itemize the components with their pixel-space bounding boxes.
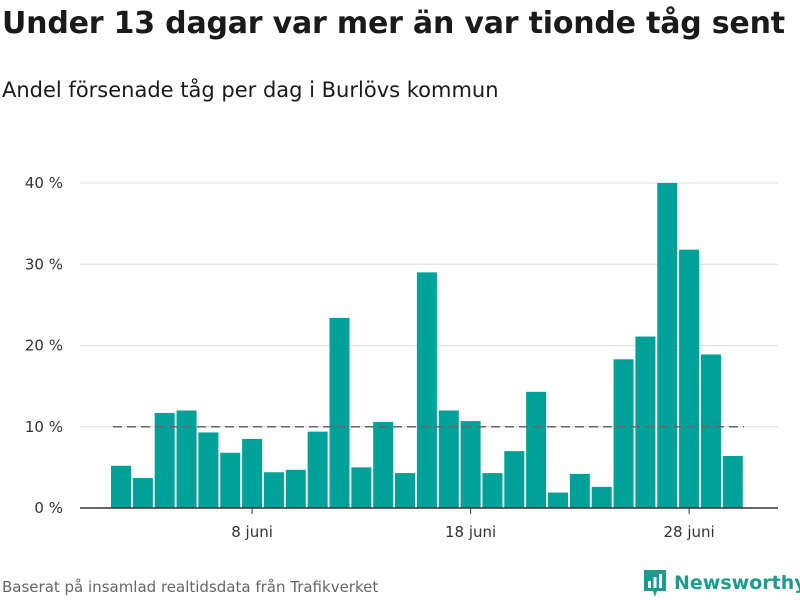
bar — [242, 438, 263, 508]
y-tick-label: 30 % — [25, 255, 63, 273]
bar — [438, 410, 459, 508]
chart-title: Under 13 dagar var mer än var tionde tåg… — [2, 6, 785, 41]
bar — [613, 359, 634, 508]
brand-name: Newsworthy — [674, 572, 800, 594]
bar — [373, 421, 394, 508]
bar — [460, 421, 481, 508]
bar — [351, 467, 372, 508]
bar — [329, 317, 350, 508]
chart-subtitle: Andel försenade tåg per dag i Burlövs ko… — [2, 78, 499, 102]
y-tick-label: 0 % — [34, 499, 63, 517]
bar — [132, 477, 153, 508]
source-note: Baserat på insamlad realtidsdata från Tr… — [2, 578, 379, 596]
bar — [198, 432, 219, 508]
bar — [526, 391, 547, 508]
bar — [154, 412, 175, 508]
bar — [111, 465, 131, 508]
brand-logo[interactable]: Newsworthy — [642, 568, 800, 598]
y-tick-label: 40 % — [25, 174, 63, 192]
bar — [679, 249, 700, 508]
bar — [591, 486, 612, 508]
bar — [569, 473, 590, 508]
bar — [220, 452, 241, 508]
bar — [416, 272, 437, 508]
bar — [548, 492, 568, 508]
bar — [395, 473, 416, 508]
y-tick-label: 20 % — [25, 337, 63, 355]
bar — [722, 456, 743, 508]
x-tick-label: 8 juni — [231, 523, 273, 541]
bar — [700, 354, 721, 508]
axes: 0 % 10 % 20 % 30 % 40 % 8 juni 18 juni 28 juni — [25, 174, 778, 541]
bar — [307, 431, 328, 508]
x-tick-label: 28 juni — [663, 523, 714, 541]
newsworthy-logo-icon — [644, 570, 666, 597]
x-tick-label: 18 juni — [445, 523, 496, 541]
y-tick-label: 10 % — [25, 418, 63, 436]
bar-chart: 0 % 10 % 20 % 30 % 40 % 8 juni 18 juni 28 juni — [25, 174, 778, 541]
bar — [657, 183, 678, 508]
bar — [504, 451, 525, 508]
bar — [635, 336, 656, 508]
bar — [285, 469, 306, 508]
bar — [263, 472, 284, 508]
bar — [176, 410, 197, 508]
bar — [482, 473, 503, 508]
